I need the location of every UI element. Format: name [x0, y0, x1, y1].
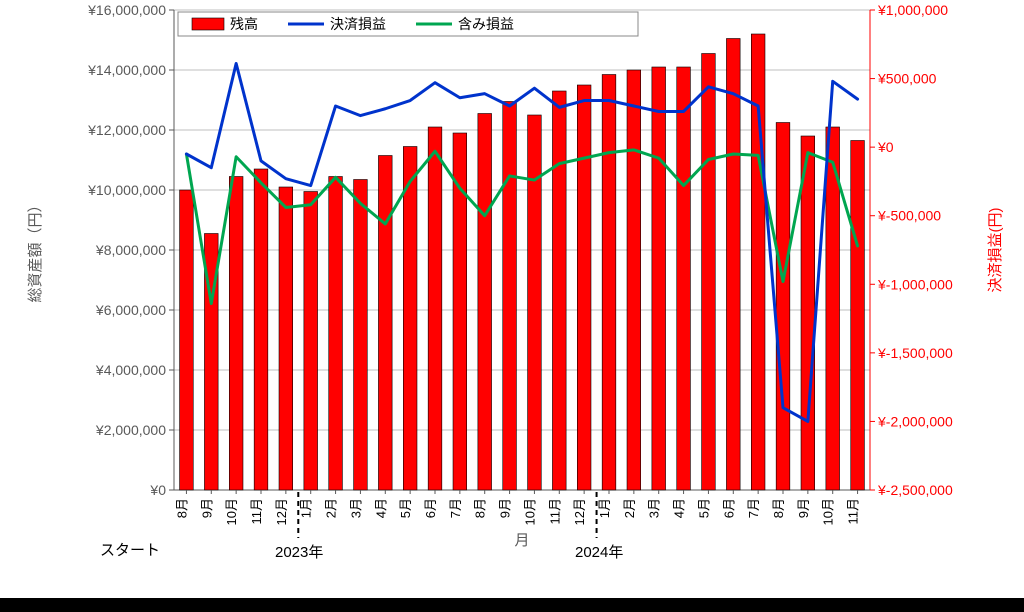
- bar: [627, 70, 641, 490]
- y-left-tick: ¥2,000,000: [95, 422, 166, 438]
- bar: [851, 141, 865, 491]
- bar: [528, 115, 542, 490]
- x-tick-label: 2月: [622, 498, 637, 518]
- bar: [478, 114, 492, 491]
- y-left-tick: ¥4,000,000: [95, 362, 166, 378]
- x-tick-label: 7月: [746, 498, 761, 518]
- x-tick-label: 11月: [547, 498, 562, 525]
- bar: [702, 54, 716, 491]
- bar: [329, 177, 343, 491]
- y-right-tick: ¥-2,500,000: [877, 482, 953, 498]
- y-right-tick: ¥-1,500,000: [877, 345, 953, 361]
- y-right-tick: ¥-500,000: [877, 208, 941, 224]
- x-tick-label: 11月: [249, 498, 264, 525]
- y-left-tick: ¥14,000,000: [87, 62, 166, 78]
- chart-svg: ¥0 ¥2,000,000 ¥4,000,000 ¥6,000,000 ¥8,000,0…: [0, 0, 1024, 612]
- x-tick-label: 1月: [299, 498, 314, 518]
- x-tick-label: 4月: [373, 498, 388, 518]
- bar: [279, 187, 293, 490]
- x-tick-label: 6月: [721, 498, 736, 518]
- y-left-tick: ¥0: [149, 482, 166, 498]
- y-left-tick: ¥10,000,000: [87, 182, 166, 198]
- x-tick-label: 10月: [821, 498, 836, 525]
- y-right-tick: ¥500,000: [877, 71, 937, 87]
- y-left-tick: ¥8,000,000: [95, 242, 166, 258]
- bar: [304, 192, 318, 491]
- x-tick-label: 5月: [696, 498, 711, 518]
- legend-swatch-bar: [192, 18, 224, 30]
- x-tick-label: 4月: [672, 498, 687, 518]
- bar: [229, 177, 243, 491]
- x-tick-label: 6月: [423, 498, 438, 518]
- x-tick-label: 7月: [448, 498, 463, 518]
- bar: [776, 123, 790, 491]
- x-tick-label: 8月: [771, 498, 786, 518]
- annotation: 2024年: [575, 544, 623, 561]
- bar: [428, 127, 442, 490]
- y-right-tick: ¥1,000,000: [877, 2, 948, 18]
- x-tick-label: 9月: [498, 498, 513, 518]
- x-tick-label: 12月: [572, 498, 587, 525]
- bar: [726, 39, 740, 491]
- x-tick-label: 10月: [522, 498, 537, 525]
- legend-label: 含み損益: [458, 16, 514, 32]
- x-tick-label: 12月: [274, 498, 289, 525]
- bar: [180, 190, 194, 490]
- bar: [354, 180, 368, 491]
- y-right-tick: ¥-1,000,000: [877, 276, 953, 292]
- annotation: 2023年: [275, 544, 323, 561]
- chart-container: ¥0 ¥2,000,000 ¥4,000,000 ¥6,000,000 ¥8,000,0…: [0, 0, 1024, 612]
- x-axis-title: 月: [514, 532, 529, 549]
- annotation: スタート: [100, 542, 160, 559]
- x-tick-label: 8月: [174, 498, 189, 518]
- bar: [577, 85, 591, 490]
- bar: [503, 102, 517, 491]
- y-left-title: 総資産額（円）: [27, 197, 44, 302]
- y-right-tick: ¥0: [877, 139, 894, 155]
- x-tick-label: 9月: [796, 498, 811, 518]
- bottom-bar: [0, 598, 1024, 612]
- x-tick-label: 10月: [224, 498, 239, 525]
- bar: [602, 75, 616, 491]
- y-left-tick: ¥6,000,000: [95, 302, 166, 318]
- bar: [403, 147, 417, 491]
- y-right-title: 決済損益(円): [987, 208, 1004, 293]
- x-tick-label: 9月: [199, 498, 214, 518]
- x-tick-label: 11月: [846, 498, 861, 525]
- y-left-tick: ¥16,000,000: [87, 2, 166, 18]
- bar: [801, 136, 815, 490]
- x-tick-label: 2月: [324, 498, 339, 518]
- x-tick-label: 1月: [597, 498, 612, 518]
- bar: [652, 67, 666, 490]
- x-tick-label: 3月: [348, 498, 363, 518]
- legend-label: 残高: [230, 16, 258, 32]
- y-left-tick: ¥12,000,000: [87, 122, 166, 138]
- x-tick-label: 8月: [473, 498, 488, 518]
- bar: [378, 156, 392, 491]
- x-tick-label: 5月: [398, 498, 413, 518]
- bar: [254, 169, 268, 490]
- y-right-tick: ¥-2,000,000: [877, 413, 953, 429]
- bar: [677, 67, 691, 490]
- bar: [552, 91, 566, 490]
- legend-label: 決済損益: [330, 16, 386, 32]
- x-tick-label: 3月: [647, 498, 662, 518]
